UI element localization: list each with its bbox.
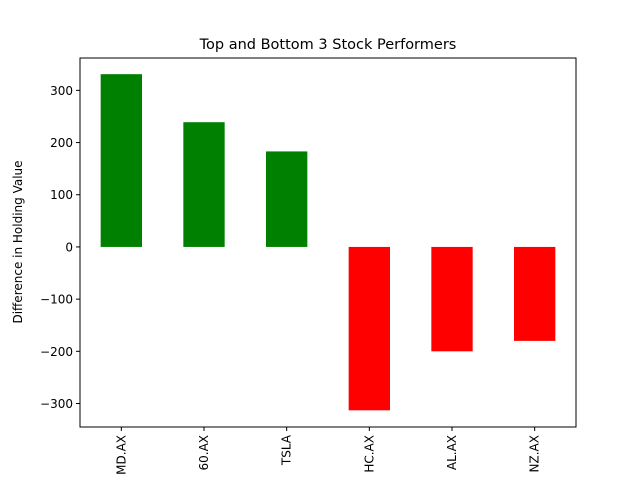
bar-nz-ax: [514, 246, 556, 341]
y-tick-label: 100: [50, 188, 73, 202]
y-axis: −300 −200 −100 0 100 200 300: [40, 84, 80, 411]
x-tick-label: 60.AX: [197, 435, 211, 471]
bar-hc-ax: [348, 246, 390, 411]
y-tick-label: −200: [40, 345, 73, 359]
bar-tsla: [266, 151, 308, 247]
bar-al-ax: [431, 246, 473, 352]
plot-frame: [79, 57, 577, 428]
y-tick-label: 300: [50, 84, 73, 98]
x-tick-label: TSLA: [280, 434, 294, 466]
y-tick-label: 0: [65, 240, 73, 254]
bar-md-ax: [100, 74, 142, 247]
x-tick-label: MD.AX: [114, 435, 128, 475]
y-tick-label: −100: [40, 293, 73, 307]
bars-layer: [100, 74, 556, 411]
bar-60-ax: [183, 122, 225, 247]
y-tick-label: 200: [50, 136, 73, 150]
x-tick-label: HC.AX: [362, 435, 376, 473]
x-tick-label: NZ.AX: [528, 435, 542, 472]
x-tick-label: AL.AX: [445, 435, 459, 470]
y-tick-label: −300: [40, 397, 73, 411]
y-axis-label: Difference in Holding Value: [11, 160, 25, 323]
x-axis: MD.AX 60.AX TSLA HC.AX AL.AX NZ.AX: [114, 427, 542, 475]
chart-title: Top and Bottom 3 Stock Performers: [199, 37, 457, 53]
